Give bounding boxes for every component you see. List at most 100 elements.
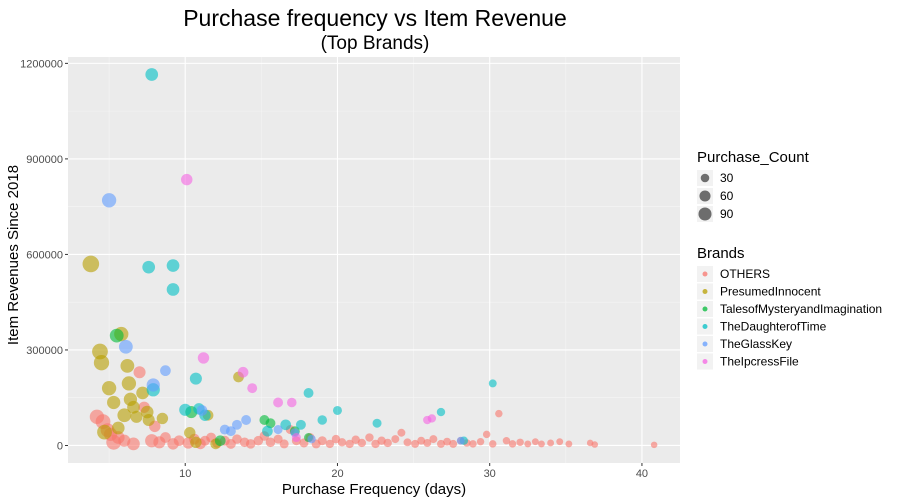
point-thedaughteroftime xyxy=(332,405,342,415)
point-thedaughteroftime xyxy=(142,260,156,274)
point-others xyxy=(437,439,445,448)
size-legend-label: 30 xyxy=(720,171,734,185)
color-legend-dot xyxy=(702,359,708,364)
point-thedaughteroftime xyxy=(303,387,314,398)
y-tick-label: 0 xyxy=(57,440,63,452)
point-thedaughteroftime xyxy=(280,419,292,431)
size-legend-title: Purchase_Count xyxy=(697,149,810,166)
color-legend-label: PresumedInnocent xyxy=(720,285,821,299)
point-others xyxy=(160,432,171,443)
point-others xyxy=(429,435,438,444)
point-theipcressfile xyxy=(427,414,437,423)
point-thedaughteroftime xyxy=(145,68,159,81)
size-legend: 30 60 90 xyxy=(697,170,734,222)
point-others xyxy=(273,434,283,444)
point-others xyxy=(531,438,539,446)
point-others xyxy=(232,434,242,444)
chart-subtitle: (Top Brands) xyxy=(321,33,430,54)
color-legend-dot xyxy=(702,289,708,294)
point-thedaughteroftime xyxy=(166,259,180,272)
point-thedaughteroftime xyxy=(295,419,306,430)
point-theglasskey xyxy=(146,378,160,392)
point-thedaughteroftime xyxy=(372,418,382,428)
color-legend-dot xyxy=(702,271,708,277)
point-thedaughteroftime xyxy=(166,283,180,296)
point-theipcressfile xyxy=(273,397,284,408)
point-others xyxy=(495,409,503,418)
point-presumedinnocent xyxy=(111,421,125,435)
point-others xyxy=(357,438,367,448)
x-tick-label: 30 xyxy=(484,468,496,480)
x-tick-label: 40 xyxy=(636,468,648,480)
point-presumedinnocent xyxy=(121,376,137,391)
point-others xyxy=(556,438,564,446)
point-thedaughteroftime xyxy=(179,403,192,416)
point-others xyxy=(279,439,289,449)
point-others xyxy=(538,440,545,448)
point-others xyxy=(516,438,524,447)
y-axis-ticks: 0 300000 600000 900000 1200000 xyxy=(20,58,68,452)
point-theglasskey xyxy=(160,365,171,377)
point-presumedinnocent xyxy=(190,436,202,449)
point-presumedinnocent xyxy=(120,358,135,373)
point-theglasskey xyxy=(196,405,208,416)
color-legend-label: TheIpcressFile xyxy=(720,355,799,369)
point-theipcressfile xyxy=(197,352,210,364)
point-theipcressfile xyxy=(237,366,249,378)
point-thedaughteroftime xyxy=(436,407,446,417)
point-others xyxy=(508,440,517,448)
point-presumedinnocent xyxy=(93,355,110,371)
point-theglasskey xyxy=(273,425,283,435)
point-others xyxy=(383,438,392,448)
point-others xyxy=(524,440,532,448)
color-legend-label: OTHERS xyxy=(720,267,770,281)
point-others xyxy=(133,366,146,379)
color-legend-label: TheGlassKey xyxy=(720,337,792,351)
point-presumedinnocent xyxy=(107,395,121,410)
point-others xyxy=(317,436,327,446)
point-presumedinnocent xyxy=(142,413,155,427)
point-presumedinnocent xyxy=(127,400,140,414)
point-theglasskey xyxy=(118,339,133,354)
point-presumedinnocent xyxy=(130,410,143,423)
x-tick-label: 10 xyxy=(179,468,191,480)
point-presumedinnocent xyxy=(117,408,132,423)
color-legend-dot xyxy=(702,324,708,329)
color-legend-label: TalesofMysteryandImagination xyxy=(720,302,882,316)
point-others xyxy=(411,439,420,448)
color-legend-title: Brands xyxy=(697,245,745,262)
point-thedaughteroftime xyxy=(189,372,202,385)
point-others xyxy=(403,438,412,447)
point-others xyxy=(397,428,406,437)
point-talesofmysteryandimagination xyxy=(214,435,226,447)
point-talesofmysteryandimagination xyxy=(109,328,124,343)
point-theglasskey xyxy=(456,436,465,445)
point-theipcressfile xyxy=(247,383,258,394)
point-theipcressfile xyxy=(291,433,301,443)
chart-title: Purchase frequency vs Item Revenue xyxy=(183,5,567,31)
point-presumedinnocent xyxy=(184,427,196,439)
point-others xyxy=(449,439,458,448)
point-others xyxy=(265,437,276,448)
points-layer xyxy=(82,68,658,451)
point-others xyxy=(245,439,256,449)
point-theglasskey xyxy=(232,419,242,430)
point-others xyxy=(443,437,452,446)
point-others xyxy=(469,440,477,448)
point-talesofmysteryandimagination xyxy=(265,418,276,429)
point-others xyxy=(502,436,511,445)
size-legend-dot xyxy=(700,173,710,183)
size-legend-dot xyxy=(698,207,712,221)
point-others xyxy=(365,433,374,442)
y-tick-label: 300000 xyxy=(26,345,63,357)
point-others xyxy=(325,439,335,449)
x-tick-label: 20 xyxy=(331,468,343,480)
point-others xyxy=(423,438,432,447)
point-others xyxy=(391,435,400,444)
point-theglasskey xyxy=(101,193,117,208)
point-presumedinnocent xyxy=(156,412,169,425)
point-thedaughteroftime xyxy=(488,379,497,388)
y-axis-title: Item Revenues Since 2018 xyxy=(5,165,22,345)
point-thedaughteroftime xyxy=(262,425,273,437)
